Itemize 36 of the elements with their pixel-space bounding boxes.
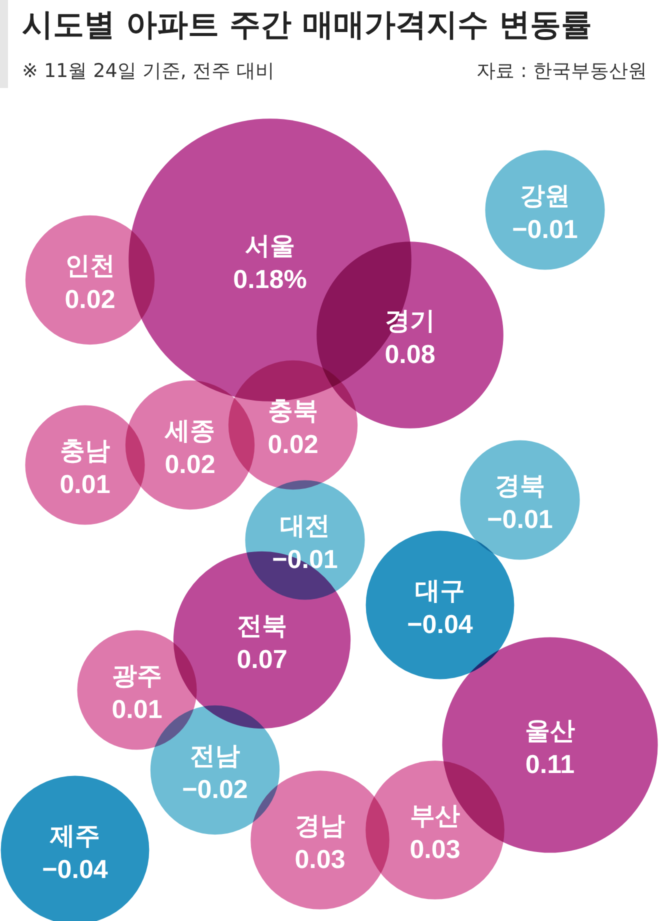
data-label: 0.02 xyxy=(268,429,318,459)
category-label: 서울 xyxy=(245,231,295,260)
category-label: 충남 xyxy=(60,436,110,465)
category-label: 전북 xyxy=(237,611,287,640)
category-label: 대구 xyxy=(415,576,465,605)
data-label: 0.02 xyxy=(164,449,216,479)
data-label: 0.18% xyxy=(233,264,307,294)
data-label: 0.03 xyxy=(410,834,460,864)
data-label: 0.01 xyxy=(112,694,162,724)
text: 자료 : 한국부동산원 xyxy=(476,59,647,84)
category-label: 충북 xyxy=(268,396,318,425)
category-label: 울산 xyxy=(525,716,575,745)
data-label: 0.01 xyxy=(60,469,110,499)
category-label: 대전 xyxy=(280,511,330,540)
data-label: 0.11 xyxy=(525,749,575,779)
category-label: 전남 xyxy=(190,741,240,770)
category-label: 강원 xyxy=(520,181,570,210)
category-label: 경남 xyxy=(295,811,345,840)
data-label: 0.07 xyxy=(236,644,288,674)
category-label: 부산 xyxy=(410,801,460,830)
data-label: 0.02 xyxy=(64,284,116,314)
text: ※ 11월 24일 기준, 전주 대비 xyxy=(22,59,275,84)
data-label: 0.03 xyxy=(294,844,346,874)
text: 시도별 아파트 주간 매매가격지수 변동률 xyxy=(22,6,592,45)
category-label: 경기 xyxy=(385,306,435,335)
category-label: 경북 xyxy=(495,471,545,500)
data-label: 0.08 xyxy=(384,339,436,369)
category-label: 세종 xyxy=(164,416,215,445)
category-label: 제주 xyxy=(49,821,100,850)
category-label: 광주 xyxy=(112,661,162,690)
data-label: −0.01 xyxy=(512,214,578,244)
data-label: −0.04 xyxy=(407,609,474,639)
data-label: −0.04 xyxy=(42,854,108,884)
data-label: −0.02 xyxy=(182,774,248,804)
data-label: −0.01 xyxy=(487,504,553,534)
category-label: 인천 xyxy=(65,251,115,280)
